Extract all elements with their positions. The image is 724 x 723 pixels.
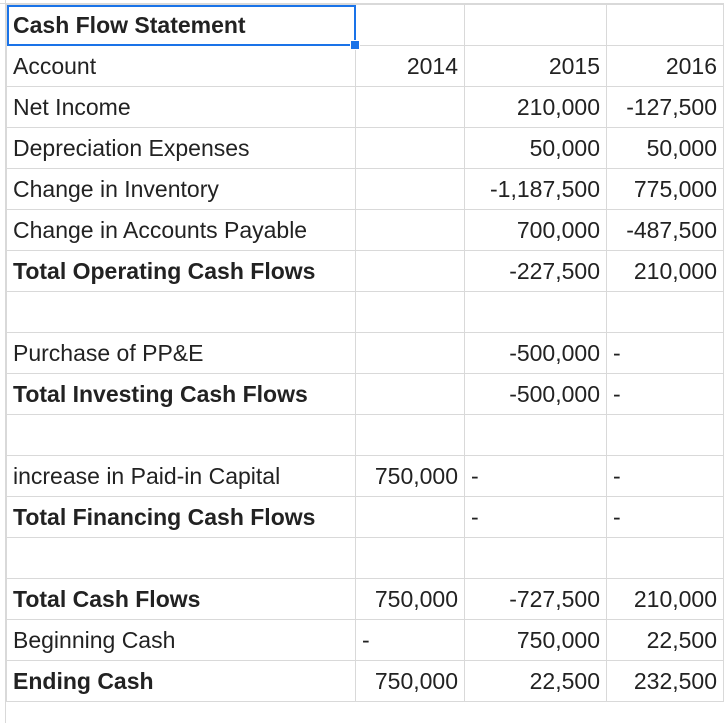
account-cell[interactable]: Total Investing Cash Flows [6,373,356,415]
empty-cell[interactable] [6,414,356,456]
value-2016-cell[interactable]: 50,000 [606,127,724,169]
column-header-edge [0,0,724,4]
empty-cell[interactable] [464,414,607,456]
header-2015-cell[interactable]: 2015 [464,45,607,87]
value-2014-cell[interactable]: 750,000 [355,578,465,620]
value-2015-cell[interactable]: - [464,455,607,497]
empty-cell[interactable] [464,291,607,333]
empty-cell[interactable] [606,291,724,333]
total-row: Total Operating Cash Flows -227,500 210,… [6,250,724,292]
empty-cell[interactable] [355,414,465,456]
value-2016-cell[interactable]: -487,500 [606,209,724,251]
value-2016-cell[interactable]: -127,500 [606,86,724,128]
value-2014-cell[interactable] [355,496,465,538]
empty-cell[interactable] [6,291,356,333]
value-2015-cell[interactable]: 22,500 [464,660,607,702]
value-2014-cell[interactable] [355,86,465,128]
table-row: increase in Paid-in Capital 750,000 - - [6,455,724,497]
account-cell[interactable]: Total Cash Flows [6,578,356,620]
title-cell[interactable]: Cash Flow Statement [6,4,360,50]
account-cell[interactable]: increase in Paid-in Capital [6,455,356,497]
value-2015-cell[interactable]: -500,000 [464,373,607,415]
value-2015-cell[interactable]: - [464,496,607,538]
value-2015-cell[interactable]: 210,000 [464,86,607,128]
empty-cell[interactable] [606,4,724,46]
table-row: Beginning Cash - 750,000 22,500 [6,619,724,661]
empty-row [6,291,724,333]
table-row: Purchase of PP&E -500,000 - [6,332,724,374]
account-cell[interactable]: Purchase of PP&E [6,332,356,374]
value-2015-cell[interactable]: 50,000 [464,127,607,169]
value-2015-cell[interactable]: -227,500 [464,250,607,292]
value-2016-cell[interactable]: 22,500 [606,619,724,661]
value-2014-cell[interactable] [355,250,465,292]
header-2016-cell[interactable]: 2016 [606,45,724,87]
value-2014-cell[interactable] [355,209,465,251]
empty-cell[interactable] [6,537,356,579]
value-2014-cell[interactable] [355,332,465,374]
table-row: Net Income 210,000 -127,500 [6,86,724,128]
value-2016-cell[interactable]: - [606,455,724,497]
account-cell[interactable]: Total Operating Cash Flows [6,250,356,292]
header-account-cell[interactable]: Account [6,45,356,87]
value-2016-cell[interactable]: - [606,373,724,415]
sheet-title: Cash Flow Statement [13,11,246,38]
empty-row [6,537,724,579]
empty-row [6,414,724,456]
total-row: Ending Cash 750,000 22,500 232,500 [6,660,724,702]
table-row: Change in Accounts Payable 700,000 -487,… [6,209,724,251]
value-2015-cell[interactable]: -1,187,500 [464,168,607,210]
cash-flow-table: Cash Flow Statement Account 2014 2015 20… [6,4,724,702]
table-row: Depreciation Expenses 50,000 50,000 [6,127,724,169]
empty-cell[interactable] [355,537,465,579]
total-row: Total Financing Cash Flows - - [6,496,724,538]
empty-cell[interactable] [606,537,724,579]
empty-cell[interactable] [464,537,607,579]
value-2016-cell[interactable]: 210,000 [606,578,724,620]
value-2016-cell[interactable]: - [606,332,724,374]
account-cell[interactable]: Depreciation Expenses [6,127,356,169]
row-header-edge [0,0,6,723]
value-2014-cell[interactable] [355,373,465,415]
header-row: Account 2014 2015 2016 [6,45,724,87]
title-row: Cash Flow Statement [6,4,724,50]
table-row: Change in Inventory -1,187,500 775,000 [6,168,724,210]
value-2015-cell[interactable]: 750,000 [464,619,607,661]
account-cell[interactable]: Total Financing Cash Flows [6,496,356,538]
value-2015-cell[interactable]: -500,000 [464,332,607,374]
value-2016-cell[interactable]: 232,500 [606,660,724,702]
empty-cell[interactable] [355,291,465,333]
value-2014-cell[interactable]: - [355,619,465,661]
value-2016-cell[interactable]: - [606,496,724,538]
account-cell[interactable]: Change in Inventory [6,168,356,210]
value-2016-cell[interactable]: 210,000 [606,250,724,292]
value-2015-cell[interactable]: -727,500 [464,578,607,620]
total-row: Total Cash Flows 750,000 -727,500 210,00… [6,578,724,620]
value-2015-cell[interactable]: 700,000 [464,209,607,251]
empty-cell[interactable] [606,414,724,456]
account-cell[interactable]: Change in Accounts Payable [6,209,356,251]
total-row: Total Investing Cash Flows -500,000 - [6,373,724,415]
value-2014-cell[interactable] [355,168,465,210]
fill-handle[interactable] [350,40,360,50]
empty-cell[interactable] [355,4,465,46]
empty-cell[interactable] [464,4,607,46]
value-2014-cell[interactable]: 750,000 [355,455,465,497]
value-2014-cell[interactable]: 750,000 [355,660,465,702]
account-cell[interactable]: Ending Cash [6,660,356,702]
account-cell[interactable]: Beginning Cash [6,619,356,661]
value-2014-cell[interactable] [355,127,465,169]
account-cell[interactable]: Net Income [6,86,356,128]
value-2016-cell[interactable]: 775,000 [606,168,724,210]
header-2014-cell[interactable]: 2014 [355,45,465,87]
